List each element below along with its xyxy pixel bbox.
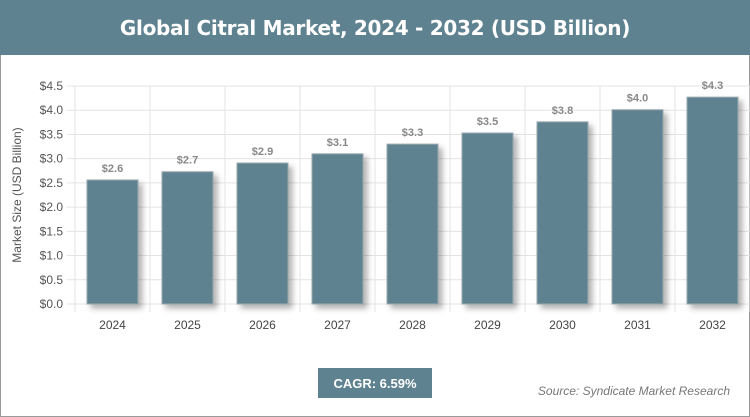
data-label: $2.7 <box>177 155 198 167</box>
data-label: $3.1 <box>327 137 348 149</box>
x-tick-label: 2027 <box>324 318 351 332</box>
bar-2030 <box>536 121 589 305</box>
y-tick-label: $2.0 <box>40 200 64 214</box>
data-label: $3.8 <box>552 105 573 117</box>
bar-2029 <box>461 132 514 305</box>
y-tick-label: $4.0 <box>40 103 64 117</box>
data-label: $2.6 <box>102 163 123 175</box>
y-tick-label: $3.0 <box>40 152 64 166</box>
y-tick-label: $3.5 <box>40 127 64 141</box>
y-tick-label: $1.0 <box>40 249 64 263</box>
x-tick-label: 2026 <box>249 318 276 332</box>
x-tick-label: 2030 <box>549 318 576 332</box>
data-label: $4.0 <box>627 93 648 105</box>
x-tick-label: 2032 <box>699 318 726 332</box>
cagr-badge: CAGR: 6.59% <box>318 368 432 398</box>
y-tick-label: $1.5 <box>40 224 64 238</box>
bar-2026 <box>236 162 289 305</box>
x-tick-label: 2028 <box>399 318 426 332</box>
y-tick-label: $0.0 <box>40 297 64 311</box>
y-tick-label: $2.5 <box>40 176 64 190</box>
x-tick-label: 2024 <box>99 318 126 332</box>
data-label: $3.5 <box>477 116 498 128</box>
y-tick-label: $4.5 <box>40 79 64 93</box>
x-tick-label: 2029 <box>474 318 501 332</box>
y-tick-label: $0.5 <box>40 273 64 287</box>
data-label: $4.3 <box>702 80 723 92</box>
bar-2025 <box>161 171 214 305</box>
bar-2027 <box>311 153 364 305</box>
x-tick-label: 2025 <box>174 318 201 332</box>
bar-2031 <box>611 109 664 305</box>
bar-2032 <box>686 96 739 305</box>
title-bar: Global Citral Market, 2024 - 2032 (USD B… <box>0 0 750 55</box>
data-label: $3.3 <box>402 127 423 139</box>
source-note: Source: Syndicate Market Research <box>537 384 730 398</box>
chart-title: Global Citral Market, 2024 - 2032 (USD B… <box>119 15 631 40</box>
bar-2024 <box>86 179 139 305</box>
bar-2028 <box>386 143 439 305</box>
y-axis-label: Market Size (USD Billion) <box>10 127 24 262</box>
x-tick-label: 2031 <box>624 318 651 332</box>
data-label: $2.9 <box>252 146 273 158</box>
